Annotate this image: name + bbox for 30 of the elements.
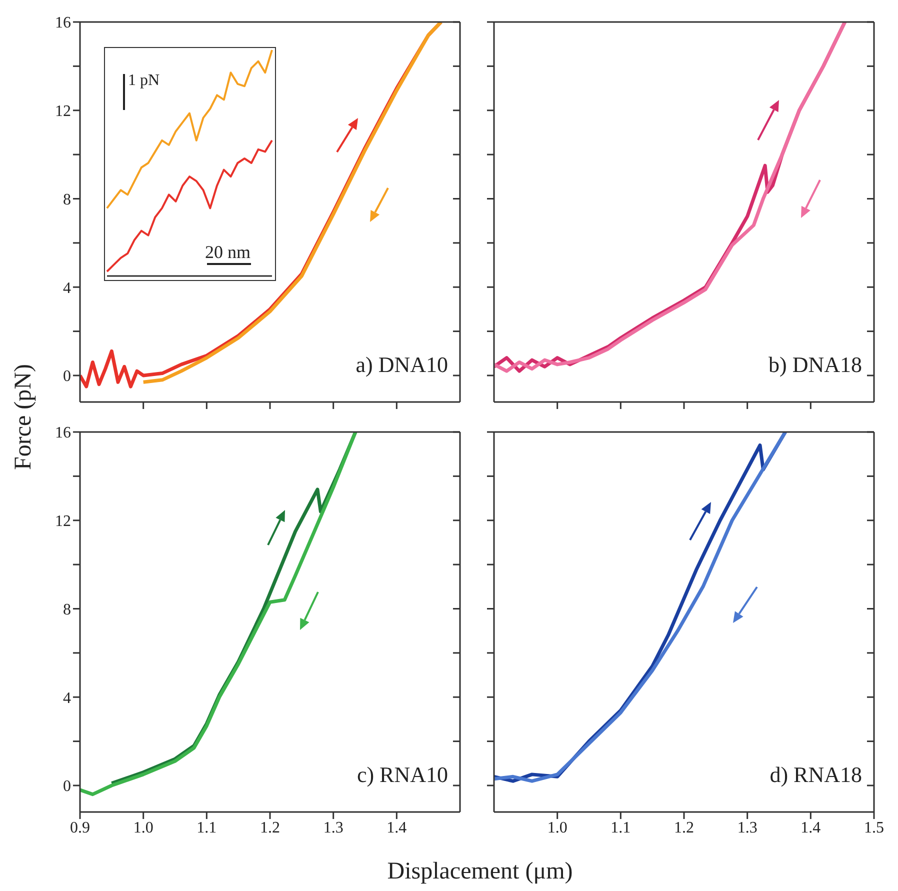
y-tick-label: 16 [55,14,71,32]
annotation: b) DNA18 [766,352,864,378]
x-tick-label: 0.9 [70,819,90,836]
y-tick-label: 12 [55,513,71,530]
y-tick-label: 8 [63,191,71,208]
x-tick-label: 1.1 [610,819,631,836]
y-tick-label: 12 [55,103,71,120]
annotation: 1 pN [128,72,160,90]
y-tick-label: 0 [63,368,71,386]
x-tick-label: 1.3 [737,819,758,836]
y-axis-title: Force (pN) [10,364,38,470]
x-tick-label: 1.0 [133,819,154,836]
x-tick-label: 1.2 [674,819,694,836]
y-tick-label: 16 [55,424,71,442]
y-tick-label: 0 [63,778,71,796]
x-tick-label: 1.4 [386,819,407,836]
y-tick-label: 8 [63,601,71,618]
annotation: a) DNA10 [354,352,450,378]
x-tick-label: 1.2 [260,819,280,836]
x-tick-label: 1.4 [800,819,821,836]
x-axis-title: Displacement (μm) [387,858,573,886]
annotation: d) RNA18 [768,762,864,788]
annotation: 20 nm [205,242,251,263]
y-tick-label: 4 [63,690,71,707]
x-tick-label: 1.0 [547,819,568,836]
x-tick-label: 1.5 [864,819,884,836]
x-tick-label: 1.1 [196,819,217,836]
y-tick-label: 4 [63,280,71,297]
x-tick-label: 1.3 [323,819,344,836]
annotation: c) RNA10 [354,762,450,788]
